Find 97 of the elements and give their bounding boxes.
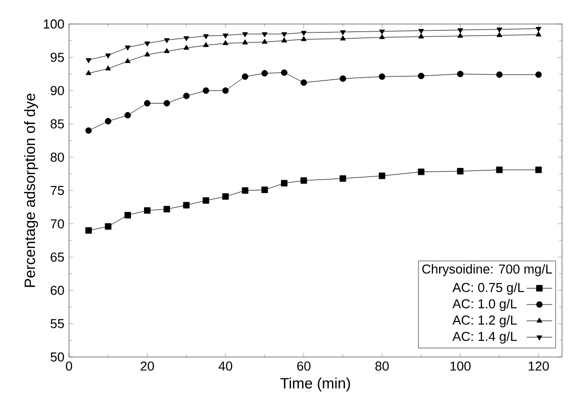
- point: [202, 197, 210, 204]
- y-tick-label: 75: [50, 186, 64, 196]
- point: [379, 30, 385, 35]
- point: [378, 172, 386, 180]
- x-tick-label: 0: [66, 362, 72, 371]
- point: [496, 71, 503, 78]
- y-tick-label: 95: [50, 52, 64, 62]
- point: [203, 42, 209, 48]
- point: [222, 193, 229, 200]
- point: [281, 37, 288, 42]
- x-tick-label: 60: [297, 362, 310, 371]
- point: [183, 202, 190, 208]
- point: [105, 65, 111, 70]
- point: [300, 177, 308, 184]
- point: [340, 30, 346, 36]
- point: [222, 34, 228, 39]
- y-tick-label: 65: [50, 252, 64, 262]
- y-tick-label: 100: [44, 19, 64, 29]
- x-axis-title: Time (min): [280, 378, 350, 392]
- point: [418, 72, 424, 80]
- point: [378, 73, 386, 80]
- point: [280, 180, 288, 186]
- point: [496, 32, 502, 38]
- y-axis-title: Percentage adsorption of dye: [24, 94, 38, 287]
- point: [242, 187, 248, 194]
- point: [496, 28, 502, 33]
- point: [222, 87, 229, 94]
- point: [183, 92, 190, 100]
- point: [535, 71, 542, 78]
- point: [144, 42, 150, 47]
- point: [457, 70, 464, 78]
- point: [536, 31, 542, 36]
- point: [164, 38, 170, 44]
- point: [262, 32, 268, 38]
- point: [418, 28, 424, 34]
- point: [300, 36, 307, 42]
- point: [124, 112, 131, 118]
- x-tick-label: 80: [375, 362, 389, 371]
- point: [418, 168, 424, 176]
- point: [144, 100, 150, 106]
- point: [222, 40, 228, 46]
- point: [281, 32, 288, 38]
- point: [184, 44, 190, 50]
- y-tick-label: 50: [50, 352, 64, 362]
- y-tick-label: 90: [50, 86, 64, 96]
- point: [164, 48, 170, 54]
- point: [300, 79, 308, 86]
- point: [536, 26, 542, 32]
- point: [202, 87, 210, 94]
- y-tick-label: 60: [50, 286, 64, 295]
- point: [86, 70, 92, 76]
- point: [457, 168, 464, 174]
- point: [164, 206, 170, 212]
- point: [340, 75, 346, 82]
- point: [184, 36, 190, 42]
- point: [340, 35, 346, 40]
- point: [242, 39, 248, 44]
- point: [261, 186, 268, 194]
- x-tick-label: 20: [140, 362, 154, 371]
- point: [85, 227, 92, 234]
- point: [164, 100, 170, 106]
- point: [280, 69, 288, 76]
- point: [457, 32, 464, 38]
- y-tick-label: 85: [50, 119, 64, 128]
- point: [203, 34, 209, 40]
- point: [86, 58, 92, 64]
- legend-label: AC: 1.4 g/L: [452, 331, 517, 344]
- point: [124, 46, 131, 51]
- point: [496, 166, 503, 174]
- point: [105, 54, 111, 59]
- y-tick-label: 70: [50, 219, 64, 228]
- point: [242, 32, 248, 38]
- point: [340, 175, 346, 182]
- point: [242, 73, 248, 80]
- legend-label: AC: 1.2 g/L: [452, 315, 517, 328]
- point: [379, 34, 385, 40]
- point: [104, 118, 112, 124]
- point: [457, 28, 464, 34]
- point: [104, 223, 112, 230]
- point: [418, 33, 424, 38]
- legend-title: Chrysoidine: 700 mg/L: [422, 264, 552, 276]
- point: [124, 212, 131, 218]
- legend-label: AC: 0.75 g/L: [452, 282, 524, 295]
- x-tick-label: 40: [218, 362, 232, 371]
- point: [124, 58, 131, 64]
- x-tick-label: 100: [450, 362, 471, 371]
- point: [535, 166, 542, 174]
- y-tick-label: 80: [50, 152, 64, 162]
- y-tick-label: 55: [50, 319, 64, 328]
- point: [144, 51, 150, 56]
- legend-label: AC: 1.0 g/L: [452, 298, 517, 311]
- x-tick-label: 120: [528, 362, 549, 371]
- point: [85, 127, 92, 134]
- point: [144, 207, 150, 214]
- point: [262, 38, 268, 44]
- point: [300, 30, 307, 36]
- point: [261, 70, 268, 77]
